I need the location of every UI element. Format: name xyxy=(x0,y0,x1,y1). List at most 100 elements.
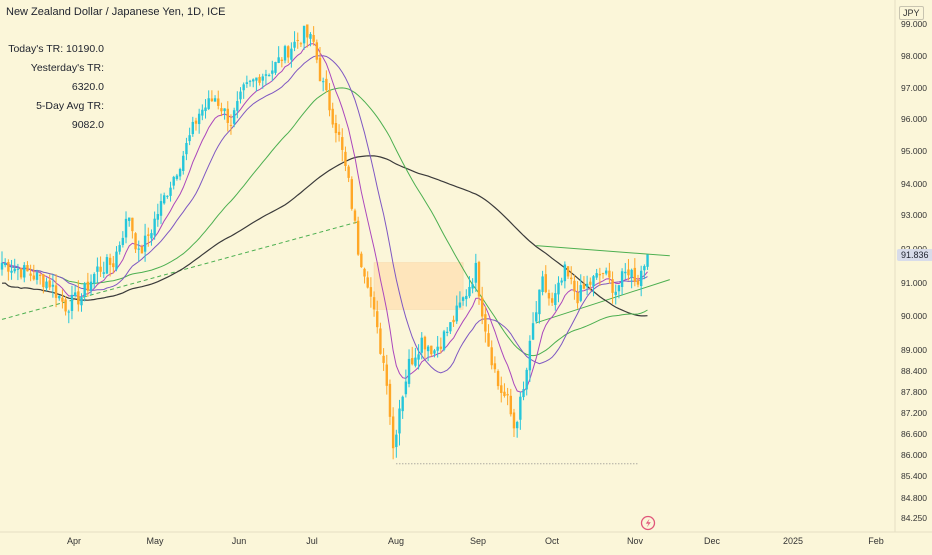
candle xyxy=(51,274,55,298)
candle xyxy=(242,82,245,99)
candle xyxy=(395,429,398,458)
candle xyxy=(302,25,306,50)
candle xyxy=(3,258,7,268)
candle xyxy=(328,83,331,117)
candle xyxy=(519,391,522,430)
candle xyxy=(118,241,121,255)
true-range-panel: Today's TR: 10190.0 Yesterday's TR: 6320… xyxy=(8,40,104,135)
time-axis[interactable]: Apr May Jun Jul Aug Sep Oct Nov Dec 2025 Feb xyxy=(67,536,884,546)
candle xyxy=(283,44,287,64)
trendlines-layer xyxy=(1,221,670,465)
candle xyxy=(411,346,414,366)
candle xyxy=(598,267,602,286)
candle xyxy=(334,114,338,143)
candle xyxy=(207,90,210,111)
candle xyxy=(617,284,621,299)
candle xyxy=(156,203,160,227)
candle xyxy=(446,327,449,337)
candle xyxy=(64,296,67,316)
candle xyxy=(477,260,481,305)
candle xyxy=(153,211,156,240)
candle xyxy=(442,329,446,352)
candle xyxy=(201,104,204,121)
y-tick-label: 96.000 xyxy=(901,114,927,124)
candle xyxy=(372,291,376,317)
candle xyxy=(550,292,554,306)
candle xyxy=(601,272,605,279)
y-tick-label: 86.000 xyxy=(901,450,927,460)
five-day-tr: 5-Day Avg TR: 9082.0 xyxy=(36,100,104,131)
x-tick-label: Dec xyxy=(704,536,721,546)
candle xyxy=(630,268,633,289)
x-tick-label: Nov xyxy=(627,536,644,546)
currency-badge[interactable]: JPY xyxy=(899,6,924,20)
candle xyxy=(385,354,388,395)
candle xyxy=(7,259,10,281)
candle xyxy=(589,277,592,291)
y-tick-label: 94.000 xyxy=(901,179,927,189)
candle xyxy=(99,256,102,278)
candle xyxy=(312,26,315,46)
candle xyxy=(608,262,611,284)
candle xyxy=(582,276,586,290)
candle xyxy=(404,369,408,398)
alert-icon[interactable] xyxy=(640,515,656,531)
candle xyxy=(175,173,179,181)
candle xyxy=(102,261,105,278)
candle xyxy=(522,381,525,401)
candle xyxy=(525,367,528,396)
candle xyxy=(490,340,493,370)
x-tick-label: Jul xyxy=(306,536,318,546)
y-tick-label: 87.200 xyxy=(901,408,927,418)
y-tick-label: 91.000 xyxy=(901,278,927,288)
candle xyxy=(267,73,271,77)
candle xyxy=(0,251,4,276)
candle xyxy=(624,263,627,280)
candle xyxy=(73,285,77,298)
candle xyxy=(83,281,86,302)
candle xyxy=(96,257,99,283)
range-zone xyxy=(373,262,464,310)
candle xyxy=(162,192,166,205)
candle xyxy=(500,376,503,403)
candle xyxy=(557,276,560,303)
x-tick-label: Oct xyxy=(545,536,560,546)
candle xyxy=(210,90,214,102)
candle xyxy=(204,99,207,119)
candle xyxy=(531,312,535,341)
price-axis[interactable]: 99.000 98.000 97.000 96.000 95.000 94.000 93.0… xyxy=(901,19,927,523)
candle xyxy=(436,335,439,358)
candle xyxy=(509,388,512,417)
candle xyxy=(296,32,299,49)
candle xyxy=(646,254,649,270)
candle xyxy=(455,295,458,324)
candle xyxy=(414,347,417,368)
candle xyxy=(465,289,468,307)
candle xyxy=(426,344,430,362)
candle xyxy=(611,271,614,304)
candle xyxy=(347,164,350,183)
candle xyxy=(89,274,93,296)
x-tick-label: 2025 xyxy=(783,536,803,546)
candle xyxy=(636,274,640,288)
candle xyxy=(220,102,223,117)
candle xyxy=(143,223,147,262)
y-tick-label: 98.000 xyxy=(901,51,927,61)
candle xyxy=(13,258,16,274)
candle xyxy=(547,289,551,306)
candle xyxy=(417,344,420,370)
y-tick-label: 93.000 xyxy=(901,210,927,220)
ma-line-sma_long xyxy=(1,155,648,317)
chart-title: New Zealand Dollar / Japanese Yen, 1D, I… xyxy=(6,6,226,18)
candle xyxy=(401,395,404,419)
candle xyxy=(576,281,579,309)
candle xyxy=(391,407,395,460)
candle xyxy=(461,296,465,306)
candle xyxy=(178,167,182,181)
candle xyxy=(614,284,617,305)
y-tick-label: 85.400 xyxy=(901,471,927,481)
candle xyxy=(191,116,194,137)
candle xyxy=(471,278,474,294)
